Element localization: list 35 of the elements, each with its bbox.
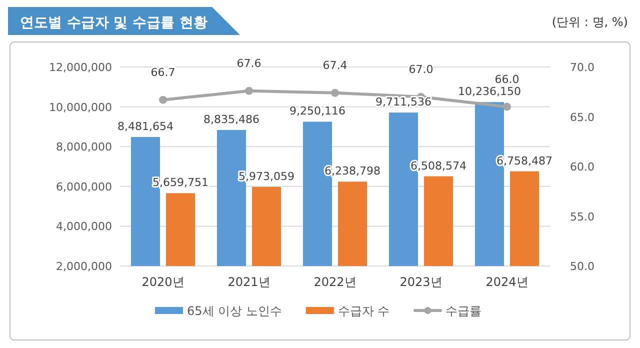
x-tick-label: 2021년 [228,275,270,289]
x-tick-label: 2023년 [400,275,442,289]
y2-tick-label: 65.0 [570,110,594,124]
point [331,88,339,97]
data-label: 8,481,654 [118,120,174,134]
point [159,96,167,104]
data-label: 67.6 [236,56,262,70]
y-tick-label: 2,000,000 [56,260,112,273]
y-tick-label: 10,000,000 [49,100,112,114]
data-label: 66.7 [150,66,176,79]
y-tick-label: 12,000,000 [49,61,112,74]
data-label: 8,835,486 [204,112,260,126]
data-label: 66.0 [494,72,520,86]
data-label: 9,250,116 [290,104,346,118]
title: 연도별 수급자 및 수급률 현황 [20,15,208,31]
y-tick-label: 8,000,000 [56,140,112,154]
y2-tick-label: 70.0 [570,61,594,74]
x-tick-label: 2024년 [486,275,528,289]
x-tick-label: 2020년 [142,275,184,289]
y2-tick-label: 60.0 [570,160,594,174]
legend-label: 수급률 [446,304,482,318]
legend-label: 수급자 수 [338,304,390,318]
data-label: 10,236,150 [458,85,521,98]
data-label: 67.4 [322,58,348,72]
legend-label: 65세 이상 노인수 [187,304,282,318]
y2-tick-label: 50.0 [570,260,594,273]
y-tick-label: 6,000,000 [56,180,112,194]
point [503,102,511,111]
x-tick-label: 2022년 [314,275,356,289]
data-label: 9,711,536 [376,96,432,109]
point [245,86,253,95]
text: (단위 : 명, %) [552,15,628,29]
y-tick-label: 4,000,000 [56,220,112,234]
y2-tick-label: 55.0 [570,210,594,224]
data-label: 67.0 [408,62,434,76]
